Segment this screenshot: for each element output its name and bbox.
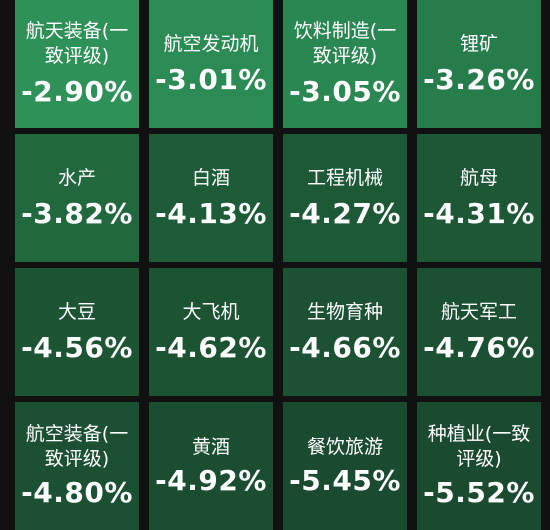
sector-name: 生物育种 — [306, 300, 383, 323]
sector-change: -4.13% — [155, 196, 267, 230]
sector-tile[interactable]: 大豆 -4.56% — [15, 268, 139, 396]
sector-change: -3.82% — [21, 196, 133, 230]
sector-change: -4.62% — [155, 330, 267, 364]
sector-tile[interactable]: 锂矿 -3.26% — [417, 0, 541, 128]
sector-change: -4.80% — [21, 476, 133, 509]
sector-heatmap-grid: 航天装备(一致评级) -2.90% 航空发动机 -3.01% 饮料制造(一致评级… — [15, 0, 541, 530]
sector-tile[interactable]: 水产 -3.82% — [15, 134, 139, 262]
sector-name: 餐饮旅游 — [306, 435, 383, 458]
sector-tile[interactable]: 航母 -4.31% — [417, 134, 541, 262]
sector-name: 白酒 — [191, 166, 230, 189]
sector-change: -4.92% — [155, 463, 267, 497]
sector-change: -4.56% — [21, 330, 133, 364]
sector-change: -5.45% — [289, 463, 401, 497]
sector-tile[interactable]: 餐饮旅游 -5.45% — [283, 402, 407, 530]
sector-name: 航天装备(一致评级) — [25, 20, 129, 67]
sector-change: -4.76% — [423, 330, 535, 364]
sector-name: 航天军工 — [440, 300, 517, 323]
sector-change: -3.05% — [289, 75, 401, 108]
sector-name: 航空发动机 — [163, 32, 259, 55]
sector-change: -4.66% — [289, 330, 401, 364]
sector-tile[interactable]: 航空装备(一致评级) -4.80% — [15, 402, 139, 530]
sector-change: -4.31% — [423, 196, 535, 230]
sector-name: 航母 — [459, 166, 498, 189]
sector-name: 水产 — [57, 166, 96, 189]
sector-tile[interactable]: 航天军工 -4.76% — [417, 268, 541, 396]
sector-tile[interactable]: 黄酒 -4.92% — [149, 402, 273, 530]
sector-name: 饮料制造(一致评级) — [293, 20, 397, 67]
sector-name: 航空装备(一致评级) — [25, 423, 129, 470]
sector-tile[interactable]: 白酒 -4.13% — [149, 134, 273, 262]
sector-name: 黄酒 — [191, 435, 230, 458]
sector-change: -3.26% — [423, 62, 535, 96]
sector-tile[interactable]: 航空发动机 -3.01% — [149, 0, 273, 128]
sector-name: 锂矿 — [459, 32, 498, 55]
sector-change: -2.90% — [21, 75, 133, 108]
sector-tile[interactable]: 大飞机 -4.62% — [149, 268, 273, 396]
sector-change: -3.01% — [155, 62, 267, 96]
sector-change: -4.27% — [289, 196, 401, 230]
sector-name: 工程机械 — [306, 166, 383, 189]
sector-name: 种植业(一致评级) — [427, 423, 531, 470]
sector-name: 大豆 — [57, 300, 96, 323]
sector-tile[interactable]: 种植业(一致评级) -5.52% — [417, 402, 541, 530]
sector-tile[interactable]: 饮料制造(一致评级) -3.05% — [283, 0, 407, 128]
sector-tile[interactable]: 工程机械 -4.27% — [283, 134, 407, 262]
sector-tile[interactable]: 生物育种 -4.66% — [283, 268, 407, 396]
sector-change: -5.52% — [423, 476, 535, 509]
sector-tile[interactable]: 航天装备(一致评级) -2.90% — [15, 0, 139, 128]
sector-name: 大飞机 — [182, 300, 240, 323]
